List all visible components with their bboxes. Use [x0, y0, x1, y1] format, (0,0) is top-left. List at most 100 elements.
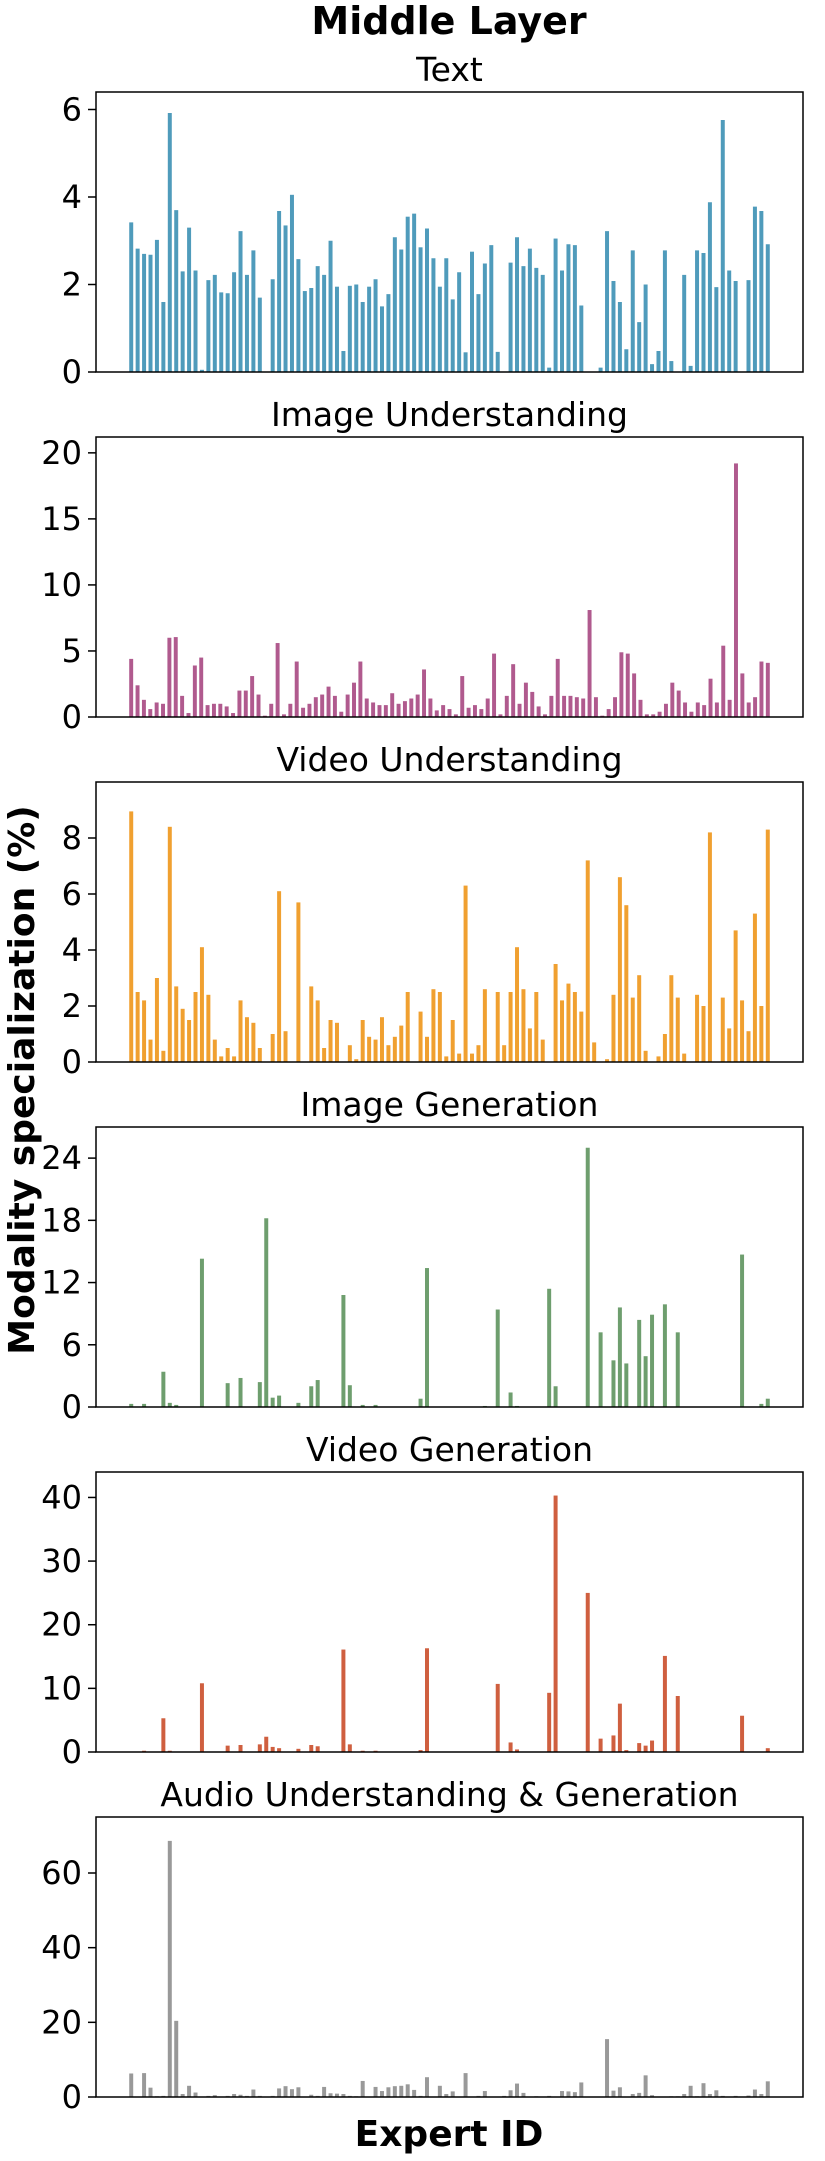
bar	[307, 703, 312, 717]
bar	[186, 713, 191, 717]
y-tick-label: 4	[62, 931, 82, 969]
bar	[225, 1745, 230, 1752]
bar	[463, 2073, 468, 2097]
bar	[309, 1386, 314, 1407]
bar	[238, 231, 243, 373]
bar	[212, 2095, 217, 2097]
bar	[492, 653, 497, 717]
bar	[358, 661, 363, 717]
panel-title: Text	[415, 50, 483, 89]
bar	[669, 361, 674, 372]
bar	[161, 1371, 166, 1407]
bar	[211, 703, 216, 717]
y-tick-label: 0	[62, 1043, 82, 1081]
bar	[566, 983, 571, 1062]
y-tick-label: 20	[41, 1606, 82, 1644]
bar	[347, 1045, 352, 1062]
y-tick-label: 10	[41, 566, 82, 604]
bar	[341, 1295, 346, 1407]
bar	[643, 1050, 648, 1062]
bar	[187, 2085, 192, 2097]
bar	[572, 2092, 577, 2097]
y-axis-label: Modality specialization (%)	[2, 805, 43, 1354]
bar	[598, 367, 603, 373]
bar	[199, 1258, 204, 1407]
bar	[644, 714, 649, 717]
bar	[238, 1745, 243, 1752]
bar	[463, 885, 468, 1062]
bar	[302, 291, 307, 372]
bar	[489, 245, 494, 373]
bar	[624, 1750, 629, 1752]
bar	[638, 699, 643, 717]
bar	[695, 994, 700, 1062]
bar	[386, 1045, 391, 1062]
bar	[495, 1683, 500, 1752]
y-tick-label: 0	[62, 698, 82, 736]
bar	[643, 1745, 648, 1752]
bar	[396, 703, 401, 717]
bar	[219, 292, 224, 373]
bar	[619, 652, 624, 717]
bar	[180, 1008, 185, 1062]
bar	[180, 2094, 185, 2097]
plot-frame	[95, 781, 804, 1063]
bar	[650, 2095, 655, 2097]
bar	[547, 367, 552, 373]
bar	[566, 244, 571, 372]
bar	[555, 658, 560, 717]
bar	[444, 2094, 449, 2097]
bar	[460, 676, 465, 717]
bar	[752, 2089, 757, 2097]
bar	[746, 280, 751, 373]
bar	[495, 1309, 500, 1407]
bar	[657, 711, 662, 717]
y-tick-label: 10	[41, 1669, 82, 1707]
bar	[482, 263, 487, 372]
bar	[560, 2091, 565, 2097]
bar	[540, 274, 545, 373]
bar	[225, 1383, 230, 1407]
bar	[617, 1703, 622, 1752]
y-tick-label: 0	[62, 353, 82, 391]
plot-frame	[95, 436, 804, 718]
bar	[765, 244, 770, 372]
bar	[405, 992, 410, 1062]
bar	[457, 272, 462, 372]
bar	[536, 706, 541, 717]
bar	[402, 701, 407, 717]
bar	[135, 685, 140, 717]
bar	[453, 714, 458, 717]
bar	[662, 1655, 667, 1752]
bar	[581, 698, 586, 717]
bar	[154, 702, 159, 717]
bar	[232, 272, 237, 372]
bar	[759, 2094, 764, 2097]
bar	[238, 1000, 243, 1062]
bar	[431, 989, 436, 1062]
bar	[309, 1745, 314, 1752]
bar	[334, 286, 339, 372]
bar	[688, 365, 693, 373]
bar	[129, 811, 134, 1062]
bar	[714, 2090, 719, 2097]
y-tick-label: 40	[41, 1478, 82, 1516]
bar	[354, 284, 359, 372]
y-tick-label: 40	[41, 1929, 82, 1967]
bar	[425, 1648, 429, 1752]
bar	[543, 714, 547, 717]
bar	[441, 705, 446, 717]
bar	[643, 284, 648, 372]
bar	[296, 1402, 301, 1407]
bar	[415, 694, 420, 717]
bar	[662, 250, 667, 373]
bar	[765, 829, 770, 1062]
bar	[502, 1045, 507, 1062]
bar	[553, 1386, 558, 1407]
bar	[624, 349, 629, 372]
bar	[309, 986, 314, 1062]
bar	[566, 2091, 571, 2097]
bar	[547, 1288, 552, 1407]
bar	[283, 2086, 288, 2097]
bar	[129, 658, 134, 717]
